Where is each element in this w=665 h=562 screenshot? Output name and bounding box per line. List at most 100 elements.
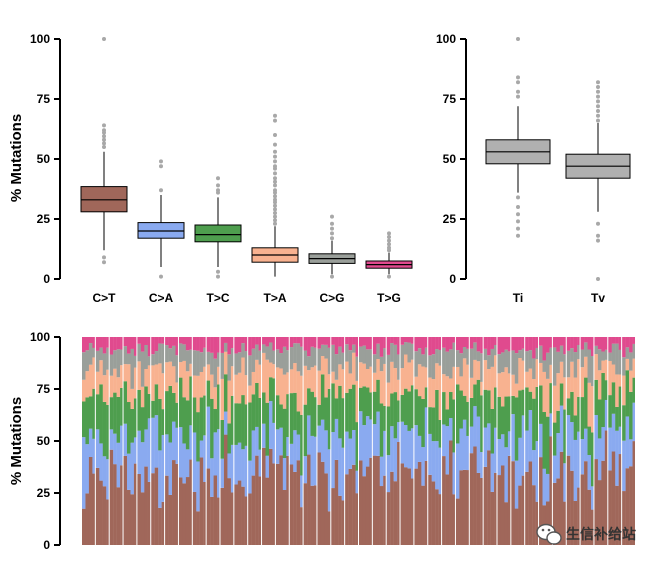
segment-t-to-a xyxy=(348,373,353,389)
segment-t-to-c xyxy=(497,396,502,439)
segment-t-to-a xyxy=(587,382,592,427)
segment-t-to-a xyxy=(307,370,311,389)
segment-t-to-a xyxy=(320,356,325,375)
segment-c-to-g xyxy=(127,353,131,365)
segment-c-to-t xyxy=(455,498,460,545)
segment-t-to-g xyxy=(500,337,505,353)
segment-c-to-g xyxy=(622,357,626,376)
segment-c-to-t xyxy=(275,463,280,545)
segment-c-to-t xyxy=(362,476,367,545)
segment-t-to-c xyxy=(95,394,100,430)
segment-t-to-g xyxy=(327,337,331,348)
segment-c-to-g xyxy=(535,347,539,360)
segment-t-to-a xyxy=(518,358,522,391)
segment-t-to-g xyxy=(445,337,450,352)
segment-t-to-c xyxy=(594,379,599,415)
segment-c-to-a xyxy=(345,431,349,475)
segment-t-to-g xyxy=(379,337,384,357)
segment-c-to-a xyxy=(334,418,339,460)
segment-c-to-t xyxy=(618,454,622,545)
sample-bar xyxy=(237,337,242,545)
segment-c-to-a xyxy=(386,455,391,493)
segment-t-to-g xyxy=(317,337,322,349)
segment-c-to-g xyxy=(189,349,192,364)
sample-bar xyxy=(293,337,297,545)
box-iqr xyxy=(194,224,242,243)
segment-c-to-t xyxy=(133,463,137,545)
segment-t-to-a xyxy=(140,386,145,408)
outlier-point xyxy=(387,242,391,247)
outlier-point xyxy=(273,194,277,199)
segment-t-to-g xyxy=(189,337,192,350)
segment-c-to-a xyxy=(161,434,165,502)
sample-bar xyxy=(161,337,165,545)
segment-c-to-a xyxy=(497,438,502,476)
segment-t-to-a xyxy=(400,368,405,395)
segment-c-to-a xyxy=(217,429,220,498)
segment-c-to-t xyxy=(462,469,467,545)
segment-c-to-g xyxy=(109,354,114,376)
segment-t-to-c xyxy=(220,419,225,459)
sample-bar xyxy=(487,337,491,545)
segment-c-to-t xyxy=(120,465,123,545)
segment-t-to-a xyxy=(466,364,469,402)
x-tick-label: T>C xyxy=(206,291,229,305)
segment-c-to-g xyxy=(552,347,557,386)
segment-t-to-g xyxy=(438,337,442,350)
segment-c-to-t xyxy=(324,473,329,545)
segment-t-to-a xyxy=(230,366,234,396)
segment-t-to-c xyxy=(282,408,287,459)
sample-bar xyxy=(348,337,353,545)
segment-t-to-a xyxy=(313,365,317,398)
segment-c-to-g xyxy=(473,342,477,360)
outlier-point xyxy=(273,221,277,226)
outlier-point xyxy=(273,207,277,212)
segment-c-to-a xyxy=(466,435,469,471)
sample-bar xyxy=(352,337,356,545)
segment-c-to-g xyxy=(400,344,405,369)
outlier-point xyxy=(516,89,520,94)
segment-t-to-c xyxy=(608,395,612,428)
segment-t-to-a xyxy=(182,360,187,398)
segment-c-to-a xyxy=(113,433,117,465)
segment-t-to-g xyxy=(611,337,616,344)
segment-t-to-a xyxy=(608,360,612,396)
segment-c-to-g xyxy=(154,351,159,365)
segment-c-to-a xyxy=(289,443,294,465)
segment-t-to-a xyxy=(192,375,197,398)
segment-c-to-a xyxy=(109,429,114,450)
sample-bar xyxy=(327,337,331,545)
sample-bar xyxy=(372,337,377,545)
segment-t-to-a xyxy=(580,367,585,398)
segment-c-to-a xyxy=(632,402,635,442)
segment-c-to-t xyxy=(258,476,262,545)
segment-c-to-g xyxy=(590,356,594,387)
segment-c-to-a xyxy=(127,453,131,490)
segment-t-to-c xyxy=(604,380,608,400)
segment-c-to-t xyxy=(632,441,635,545)
segment-c-to-g xyxy=(407,342,412,363)
sample-bar xyxy=(362,337,367,545)
segment-c-to-a xyxy=(172,421,176,461)
segment-c-to-g xyxy=(85,350,90,372)
segment-t-to-a xyxy=(116,377,121,397)
segment-c-to-g xyxy=(92,347,95,358)
segment-c-to-t xyxy=(348,468,353,545)
outlier-point xyxy=(387,245,391,250)
segment-t-to-c xyxy=(393,392,398,439)
segment-t-to-c xyxy=(334,398,339,419)
outlier-point xyxy=(102,134,106,139)
segment-c-to-a xyxy=(435,441,439,490)
segment-t-to-a xyxy=(532,379,536,399)
segment-c-to-a xyxy=(455,443,460,499)
segment-t-to-a xyxy=(632,358,635,378)
segment-c-to-g xyxy=(327,347,331,375)
segment-t-to-c xyxy=(355,422,358,471)
segment-t-to-c xyxy=(140,407,145,443)
segment-t-to-c xyxy=(435,389,439,442)
segment-c-to-g xyxy=(556,351,561,374)
segment-t-to-a xyxy=(102,375,107,402)
segment-t-to-g xyxy=(88,337,93,344)
segment-t-to-g xyxy=(154,337,159,352)
outlier-point xyxy=(273,203,277,208)
